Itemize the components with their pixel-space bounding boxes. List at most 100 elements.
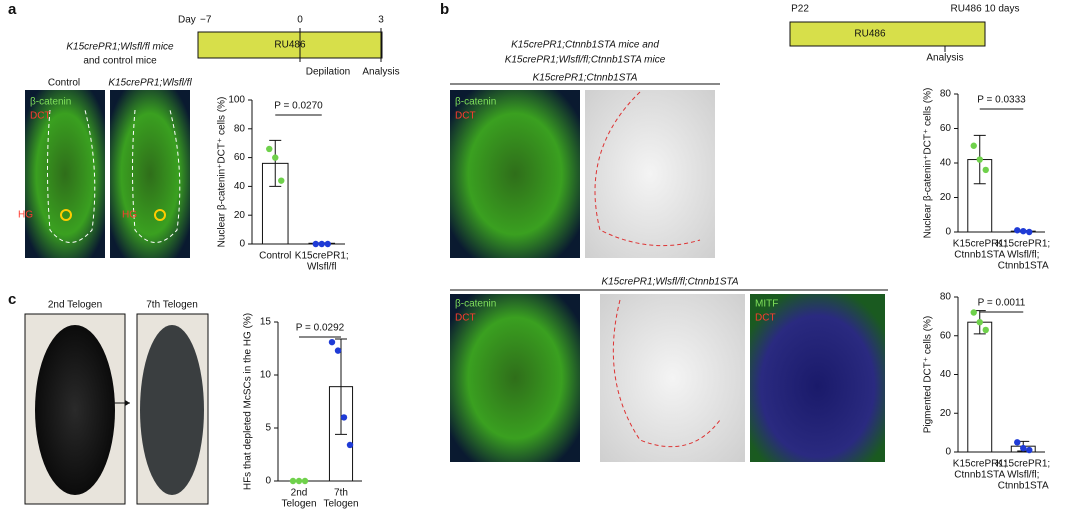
y-tick-label: 0 [945,227,951,238]
micrograph [600,294,745,462]
stain-label: β-catenin [30,97,71,108]
error-bar [269,139,282,187]
stain-label: DCT [455,111,476,122]
x-tick-label: Wlsfl/fl; [1007,250,1039,261]
data-point [970,309,977,316]
stain-label: DCT [30,111,51,122]
stain-label: β-catenin [455,97,496,108]
y-tick-label: 80 [234,123,246,134]
data-point [346,441,354,449]
data-point [1020,444,1027,452]
micrograph [750,294,885,462]
micrograph [585,90,715,258]
mouse [140,325,204,495]
stain-label: DCT [455,313,476,324]
x-tick-label: K15crePR1; [295,251,349,262]
data-point [278,177,285,184]
y-tick-label: 20 [940,192,952,203]
image-label: K15crePR1;Wlsfl/fl [108,78,192,89]
data-point [266,145,273,153]
data-point [272,154,279,161]
y-tick-label: 80 [940,89,952,100]
image-label: 7th Telogen [146,300,198,311]
data-point [1026,446,1033,454]
timeline-label: 3 [378,15,384,26]
timeline-label: Day [178,15,196,26]
timeline-label: RU486 [854,29,886,40]
x-tick-label: Ctnnb1STA [954,470,1005,481]
y-axis-label: Pigmented DCT⁺ cells (%) [923,316,934,434]
outline [47,109,96,243]
mouse [35,325,115,495]
y-tick-label: 40 [940,369,952,380]
data-point [328,338,336,346]
x-tick-label: Ctnnb1STA [998,261,1049,272]
y-tick-label: 0 [265,476,271,487]
y-tick-label: 40 [940,158,952,169]
data-point [1020,227,1027,235]
timeline-label: −7 [200,15,212,26]
arrow-head [125,400,130,406]
data-point [970,142,977,149]
p-value: P = 0.0011 [978,298,1026,309]
timeline-label: Depilation [306,67,350,78]
y-tick-label: 10 [260,370,272,381]
data-point [1014,227,1021,234]
y-tick-label: 60 [234,152,246,163]
x-tick-label: Wlsfl/fl; [1007,470,1039,481]
timeline-label: Analysis [926,53,963,64]
timeline-label: P22 [791,4,809,15]
image-label: 2nd Telogen [48,300,102,311]
micrograph [110,90,190,258]
p-value: P = 0.0333 [977,95,1026,106]
y-axis-label: Nuclear β-catenin⁺DCT⁺ cells (%) [217,97,228,248]
data-point [982,326,989,334]
y-tick-label: 80 [940,292,952,303]
y-axis-label: HFs that depleted McSCs in the HG (%) [243,313,254,490]
data-point [340,414,348,421]
timeline-label: Analysis [362,67,399,78]
timeline-bar [197,31,383,59]
region-label: HG [18,210,33,221]
x-tick-label: K15crePR1; [953,239,1007,250]
mice-label: and control mice [83,56,157,67]
timeline-label: 0 [297,15,303,26]
data-point [982,166,989,174]
micrograph [450,294,580,462]
x-tick-label: Telogen [281,499,316,510]
x-tick-label: Telogen [323,499,358,510]
x-tick-label: Wlsfl/fl [307,262,336,273]
data-point [976,318,983,326]
y-tick-label: 20 [234,210,246,221]
data-point [1026,228,1033,236]
timeline-label: RU486 10 days [951,4,1020,15]
x-tick-label: Ctnnb1STA [954,250,1005,261]
x-tick-label: K15crePR1; [953,459,1007,470]
micrograph [450,90,580,258]
y-tick-label: 60 [940,123,952,134]
y-tick-label: 40 [234,181,246,192]
panel-label: a [8,1,17,18]
x-tick-label: 2nd [291,488,308,499]
y-tick-label: 0 [945,447,951,458]
p-value: P = 0.0270 [274,101,323,112]
data-point [295,477,303,485]
outline [612,299,721,448]
data-point [289,477,297,485]
cell [154,209,166,221]
y-tick-label: 60 [940,330,952,341]
x-tick-label: 7th [334,488,348,499]
panel-label: b [440,1,449,18]
bar [967,321,993,453]
timeline-label: RU486 [274,40,306,51]
image-label: Control [48,78,80,89]
y-tick-label: 5 [265,423,271,434]
data-point [1014,439,1021,446]
mice-label: K15crePR1;Ctnnb1STA mice and [511,40,659,51]
data-point [334,347,342,354]
data-point [312,240,319,248]
y-tick-label: 15 [260,317,272,328]
row-label: K15crePR1;Ctnnb1STA [533,73,638,84]
x-tick-label: Control [259,251,291,262]
